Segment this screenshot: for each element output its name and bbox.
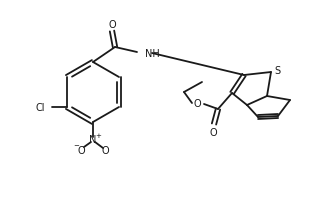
Text: O: O (193, 99, 201, 108)
Text: O: O (108, 20, 116, 30)
Text: N: N (89, 134, 97, 144)
Text: O: O (101, 145, 109, 155)
Text: −: − (73, 142, 79, 148)
Text: NH: NH (145, 49, 160, 59)
Text: O: O (77, 145, 85, 155)
Text: O: O (209, 127, 217, 137)
Text: S: S (274, 66, 280, 76)
Text: Cl: Cl (35, 102, 45, 112)
Text: +: + (95, 132, 101, 138)
